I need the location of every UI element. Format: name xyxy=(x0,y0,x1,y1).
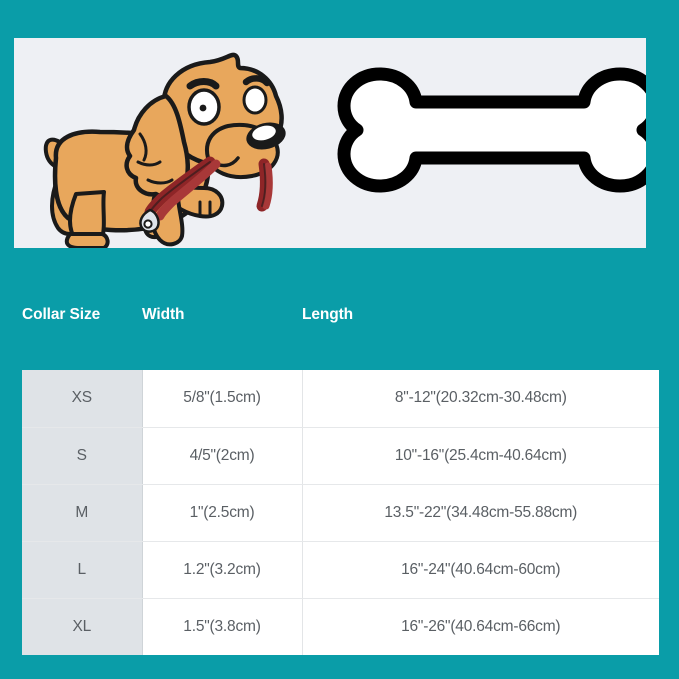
row-gutter-left xyxy=(0,484,22,541)
row-gutter-left xyxy=(0,598,22,655)
dog-ear xyxy=(124,93,190,199)
cell-length: 13.5"-22"(34.48cm-55.88cm) xyxy=(302,484,659,542)
cell-length: 16"-24"(40.64cm-60cm) xyxy=(302,541,659,599)
dog-eyebrow-near xyxy=(186,78,220,90)
header-length: Length xyxy=(302,260,659,370)
leash-metal-clip xyxy=(139,208,160,233)
cell-size: XL xyxy=(22,598,143,655)
leash-strap-left-inner xyxy=(155,159,221,221)
table-row: XL 1.5"(3.8cm) 16"-26"(40.64cm-66cm) xyxy=(0,598,679,655)
cell-size: XS xyxy=(22,370,143,428)
row-gutter-right xyxy=(659,370,679,427)
cell-width: 1.2"(3.2cm) xyxy=(142,541,303,599)
header-width: Width xyxy=(142,260,302,370)
table-row: L 1.2"(3.2cm) 16"-24"(40.64cm-60cm) xyxy=(0,541,679,599)
bottom-teal-strip xyxy=(0,668,679,679)
dog-ear-fold-3 xyxy=(146,178,174,185)
leash-strap-right-inner xyxy=(262,162,273,210)
dog-rear-paw xyxy=(64,232,110,248)
leash-strap-right-outline xyxy=(261,163,267,207)
cell-size: L xyxy=(22,541,143,599)
cell-width: 4/5"(2cm) xyxy=(142,427,303,485)
row-gutter-left xyxy=(0,370,22,427)
table-header: Collar Size Width Length xyxy=(0,260,679,370)
size-chart-table: Collar Size Width Length XS 5/8"(1.5cm) … xyxy=(0,260,679,655)
cell-length: 10"-16"(25.4cm-40.64cm) xyxy=(302,427,659,485)
header-gutter-right xyxy=(659,260,679,370)
row-gutter-right xyxy=(659,598,679,655)
cell-size: M xyxy=(22,484,143,542)
hero-illustration-panel xyxy=(14,38,646,248)
table-header-row: Collar Size Width Length xyxy=(0,260,679,370)
row-gutter-right xyxy=(659,427,679,484)
row-gutter-left xyxy=(0,541,22,598)
size-chart-table-container: Collar Size Width Length XS 5/8"(1.5cm) … xyxy=(0,260,679,672)
bone-shape xyxy=(337,67,646,193)
dog-ear-fold-2 xyxy=(136,160,162,167)
hero-illustration-svg xyxy=(14,38,646,248)
cell-length: 8"-12"(20.32cm-30.48cm) xyxy=(302,370,659,428)
row-gutter-right xyxy=(659,484,679,541)
table-row: M 1"(2.5cm) 13.5"-22"(34.48cm-55.88cm) xyxy=(0,484,679,542)
leash-strap-left-outline xyxy=(149,161,211,213)
table-row: XS 5/8"(1.5cm) 8"-12"(20.32cm-30.48cm) xyxy=(0,370,679,428)
dog-nose-highlight xyxy=(252,125,276,141)
row-gutter-left xyxy=(0,427,22,484)
cell-width: 5/8"(1.5cm) xyxy=(142,370,303,428)
bone-illustration xyxy=(337,67,646,193)
dog-eye-far xyxy=(242,85,268,115)
table-body: XS 5/8"(1.5cm) 8"-12"(20.32cm-30.48cm) S… xyxy=(0,370,679,655)
header-gutter-left xyxy=(0,260,22,370)
header-collar-size: Collar Size xyxy=(22,260,142,370)
table-row: S 4/5"(2cm) 10"-16"(25.4cm-40.64cm) xyxy=(0,427,679,485)
cell-size: S xyxy=(22,427,143,485)
cell-width: 1.5"(3.8cm) xyxy=(142,598,303,655)
leash-clip-ring xyxy=(143,219,153,229)
dog-ear-fold-1 xyxy=(138,132,148,162)
dog-eyebrow-far xyxy=(242,75,271,87)
cell-length: 16"-26"(40.64cm-66cm) xyxy=(302,598,659,655)
dog-paw-toes xyxy=(198,200,212,218)
row-gutter-right xyxy=(659,541,679,598)
dog-illustration xyxy=(43,52,286,248)
cell-width: 1"(2.5cm) xyxy=(142,484,303,542)
dog-pupil-near xyxy=(199,104,207,112)
